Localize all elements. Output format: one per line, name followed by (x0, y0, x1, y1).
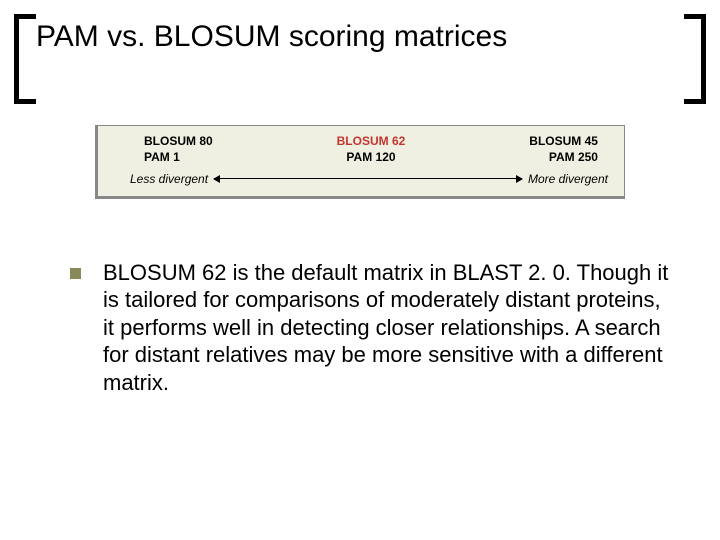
blosum-col-1: BLOSUM 62 (295, 134, 446, 148)
blosum-row: BLOSUM 80 BLOSUM 62 BLOSUM 45 (112, 134, 610, 148)
pam-col-2: PAM 250 (447, 150, 610, 164)
body-text: BLOSUM 62 is the default matrix in BLAST… (103, 259, 670, 397)
page-title: PAM vs. BLOSUM scoring matrices (36, 20, 684, 55)
title-area: PAM vs. BLOSUM scoring matrices (0, 0, 720, 65)
more-divergent-label: More divergent (528, 172, 610, 186)
body-area: BLOSUM 62 is the default matrix in BLAST… (0, 259, 720, 397)
pam-row: PAM 1 PAM 120 PAM 250 (112, 150, 610, 164)
divergence-axis: Less divergent More divergent (112, 172, 610, 186)
less-divergent-label: Less divergent (112, 172, 208, 186)
bullet-item: BLOSUM 62 is the default matrix in BLAST… (70, 259, 670, 397)
blosum-col-0: BLOSUM 80 (112, 134, 295, 148)
divergence-arrow (214, 178, 522, 179)
pam-col-1: PAM 120 (295, 150, 446, 164)
pam-col-0: PAM 1 (112, 150, 295, 164)
blosum-col-2: BLOSUM 45 (447, 134, 610, 148)
divergence-diagram: BLOSUM 80 BLOSUM 62 BLOSUM 45 PAM 1 PAM … (95, 125, 625, 199)
square-bullet-icon (70, 268, 81, 279)
